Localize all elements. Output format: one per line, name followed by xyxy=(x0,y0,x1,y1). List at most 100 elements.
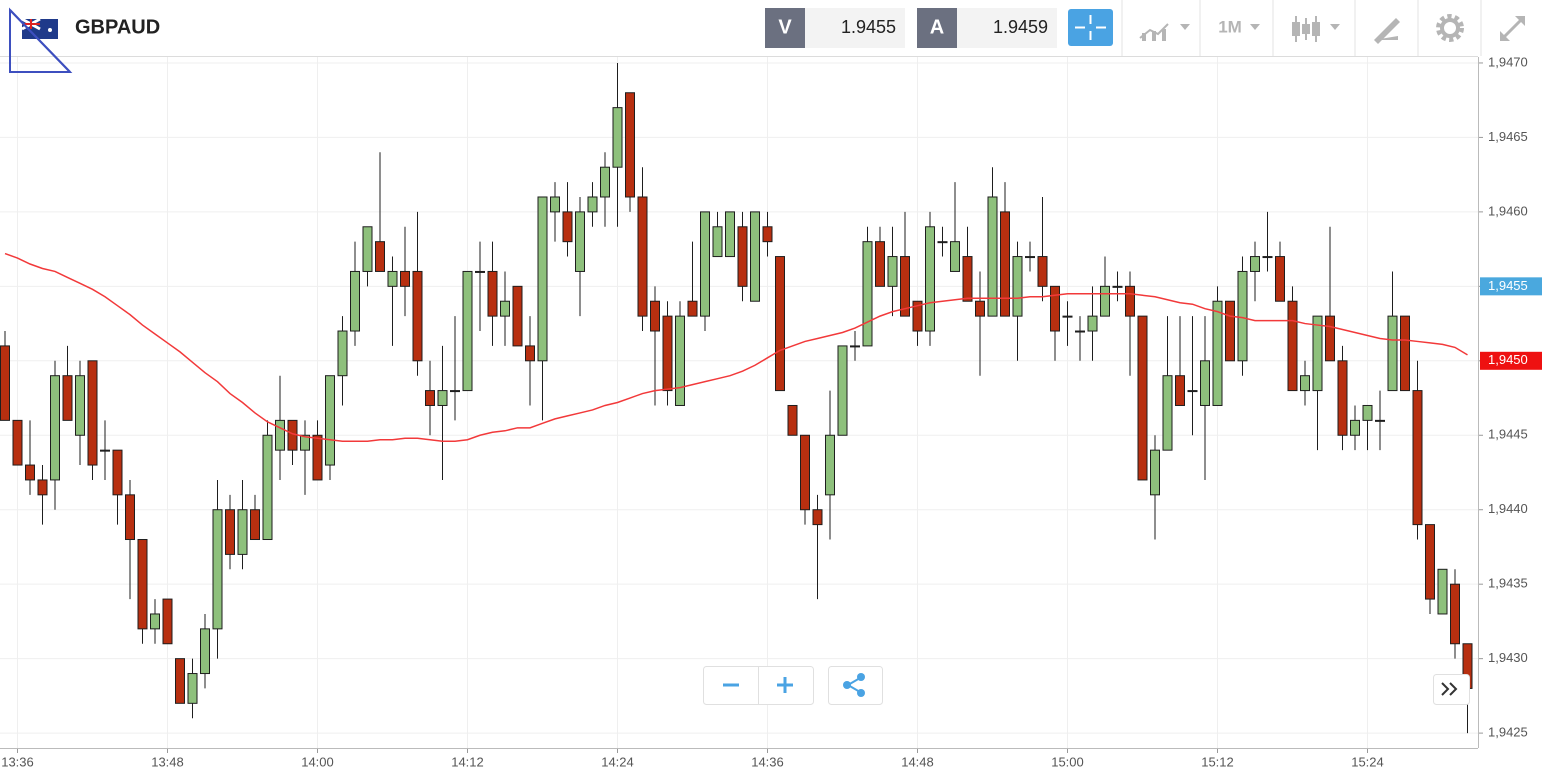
candle-body xyxy=(437,390,448,406)
buy-label[interactable]: A xyxy=(930,16,944,38)
candle-body xyxy=(137,539,148,630)
candle-body xyxy=(600,166,610,198)
candle-body xyxy=(750,211,760,302)
candle-body xyxy=(812,509,823,526)
candle-body xyxy=(300,434,310,451)
candle-body xyxy=(525,345,535,362)
buy-price-box[interactable] xyxy=(957,8,1057,48)
sell-price-box[interactable] xyxy=(805,8,905,48)
sell-price[interactable]: 1.9455 xyxy=(841,17,896,37)
price-marker xyxy=(1480,277,1542,296)
y-tick-label: 1,9445 xyxy=(1488,427,1528,442)
candle-body xyxy=(375,241,385,272)
candle-body xyxy=(1012,256,1023,317)
candle-body xyxy=(550,196,560,213)
scroll-right-button[interactable] xyxy=(1433,674,1470,705)
candle-body xyxy=(1075,330,1085,333)
candle-body xyxy=(975,300,985,317)
candle-body xyxy=(1287,300,1298,392)
chart-type-button[interactable] xyxy=(1139,23,1190,41)
candle-body xyxy=(687,300,698,317)
candle-type-button[interactable] xyxy=(1292,16,1340,42)
sell-button[interactable] xyxy=(765,8,805,48)
candle-body xyxy=(787,404,798,436)
share-button[interactable] xyxy=(828,666,883,705)
candle-body xyxy=(1262,256,1273,259)
candle-body xyxy=(562,211,573,243)
candle-body xyxy=(1325,315,1335,362)
candle-body xyxy=(500,300,510,317)
candle-body xyxy=(87,360,98,466)
candle-body xyxy=(1375,419,1385,422)
timeframe[interactable]: 1M xyxy=(1218,17,1242,36)
x-tick-label: 15:24 xyxy=(1351,754,1384,769)
x-tick-label: 13:48 xyxy=(151,754,184,769)
candle-body xyxy=(1137,315,1148,481)
candle-body xyxy=(1312,315,1323,392)
sell-label[interactable]: V xyxy=(778,16,792,38)
candle-body xyxy=(112,449,123,496)
candle-body xyxy=(512,285,523,347)
candle-body xyxy=(1125,285,1135,317)
fullscreen-button[interactable] xyxy=(1500,16,1525,41)
candle-body xyxy=(475,270,485,273)
candle-body xyxy=(637,196,648,317)
x-tick-label: 14:36 xyxy=(751,754,784,769)
y-tick-label: 1,9440 xyxy=(1488,501,1528,516)
candle-body xyxy=(50,375,60,481)
candle-body xyxy=(825,434,835,496)
candle-body xyxy=(387,270,398,287)
candle-body xyxy=(837,345,848,436)
candle-body xyxy=(650,300,660,332)
candle-body xyxy=(200,628,210,675)
price-marker-label: 1,9450 xyxy=(1488,352,1528,367)
candle-body xyxy=(25,464,35,481)
candle-body xyxy=(1300,375,1310,392)
candle-body xyxy=(712,226,723,258)
zoom-in[interactable] xyxy=(777,677,793,693)
y-tick-label: 1,9425 xyxy=(1488,725,1528,740)
x-tick-label: 15:12 xyxy=(1201,754,1234,769)
candle-body xyxy=(425,390,435,406)
candle-body xyxy=(987,196,998,317)
candle-body xyxy=(1050,285,1060,332)
candle-body xyxy=(1450,583,1460,645)
candle-body xyxy=(487,270,498,317)
timeframe-button[interactable]: 1M xyxy=(1218,17,1260,36)
candle-body xyxy=(912,300,923,332)
candle-body xyxy=(1062,315,1073,318)
candle-body xyxy=(450,390,460,393)
drawing-button[interactable] xyxy=(1374,18,1400,44)
y-tick-label: 1,9465 xyxy=(1488,129,1528,144)
candle-body xyxy=(125,494,135,541)
candle-body xyxy=(587,196,598,213)
settings-button[interactable] xyxy=(1436,14,1464,42)
crosshair-button[interactable] xyxy=(1068,9,1113,46)
buy-button[interactable] xyxy=(917,8,957,48)
x-tick-label: 15:00 xyxy=(1051,754,1084,769)
candle-body xyxy=(962,256,973,302)
candle-body xyxy=(1400,315,1410,392)
symbol: GBPAUD xyxy=(75,16,160,38)
candle-body xyxy=(1112,285,1123,288)
candle-body xyxy=(362,226,373,272)
candle-body xyxy=(1437,568,1448,615)
candle-body xyxy=(1387,315,1398,392)
candle-body xyxy=(925,226,935,332)
buy-price[interactable]: 1.9459 xyxy=(993,17,1048,37)
candle-body xyxy=(612,107,623,168)
candle-body xyxy=(250,509,260,541)
candle-body xyxy=(1000,211,1010,317)
x-tick-label: 14:00 xyxy=(301,754,334,769)
candle-body xyxy=(887,256,898,287)
candle-body xyxy=(325,375,335,466)
candle-body xyxy=(1237,270,1248,362)
candle-body xyxy=(1187,390,1198,393)
toolbar: GBPAUD V 1.9455 A 1.9459 1M xyxy=(0,0,1544,73)
candle-body xyxy=(850,345,860,348)
candle-body xyxy=(625,92,635,198)
candle-body xyxy=(337,330,348,377)
candle-body xyxy=(1337,360,1348,436)
